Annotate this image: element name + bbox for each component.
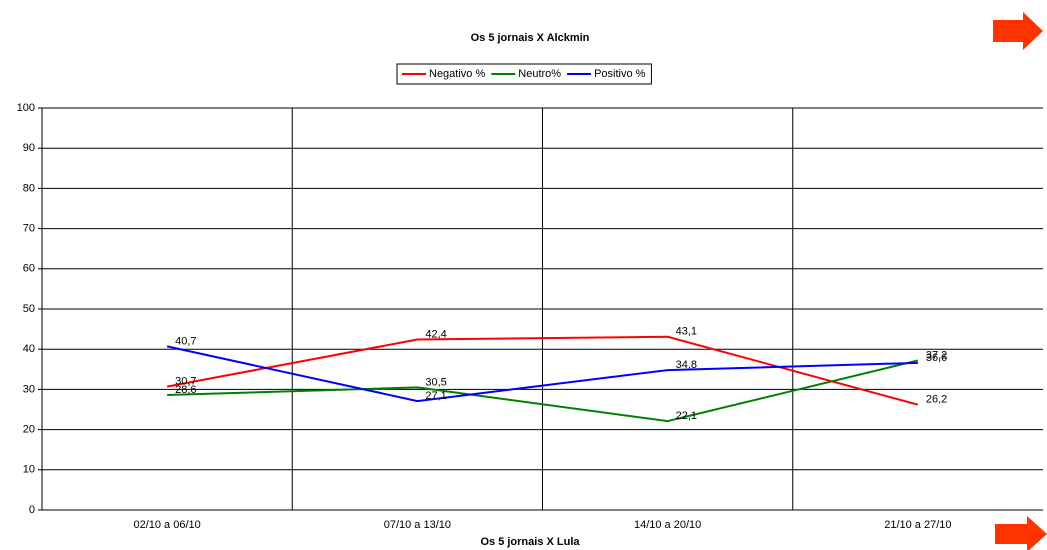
series-line: [166, 335, 919, 406]
series-line: [167, 359, 919, 423]
data-label: 28,6: [175, 384, 196, 396]
data-label: 34,8: [676, 359, 697, 371]
data-label: 30,7: [175, 375, 196, 387]
y-tick-label: 10: [23, 464, 35, 476]
legend-box: [396, 63, 652, 85]
data-label: 22,1: [676, 410, 697, 422]
next-arrow[interactable]: [993, 12, 1043, 50]
legend-label: Negativo %: [429, 68, 485, 80]
y-tick-label: 80: [23, 182, 35, 194]
y-tick-label: 30: [23, 383, 35, 395]
data-label: 30,5: [425, 376, 446, 388]
x-tick-label: 02/10 a 06/10: [133, 519, 200, 531]
y-tick-label: 20: [23, 424, 35, 436]
data-label: 37,2: [926, 349, 947, 361]
data-label: 36,6: [926, 352, 947, 364]
y-tick-label: 70: [23, 223, 35, 235]
next-arrow[interactable]: [995, 516, 1047, 550]
y-tick-label: 40: [23, 343, 35, 355]
x-axis-title: Os 5 jornais X Lula: [480, 536, 580, 548]
data-label: 43,1: [676, 326, 697, 338]
data-label: 42,4: [425, 328, 446, 340]
x-tick-label: 21/10 a 27/10: [884, 519, 951, 531]
y-tick-label: 50: [23, 303, 35, 315]
legend-label: Positivo %: [594, 68, 646, 80]
y-tick-label: 100: [17, 102, 35, 114]
series-line: [166, 345, 918, 403]
y-tick-label: 0: [29, 504, 35, 516]
data-label: 40,7: [175, 335, 196, 347]
chart-title: Os 5 jornais X Alckmin: [471, 32, 590, 44]
y-tick-label: 90: [23, 142, 35, 154]
legend-label: Neutro%: [518, 68, 561, 80]
data-label: 27,1: [425, 390, 446, 402]
y-tick-label: 60: [23, 263, 35, 275]
x-tick-label: 14/10 a 20/10: [634, 519, 701, 531]
x-tick-label: 07/10 a 13/10: [384, 519, 451, 531]
data-label: 26,2: [926, 394, 947, 406]
